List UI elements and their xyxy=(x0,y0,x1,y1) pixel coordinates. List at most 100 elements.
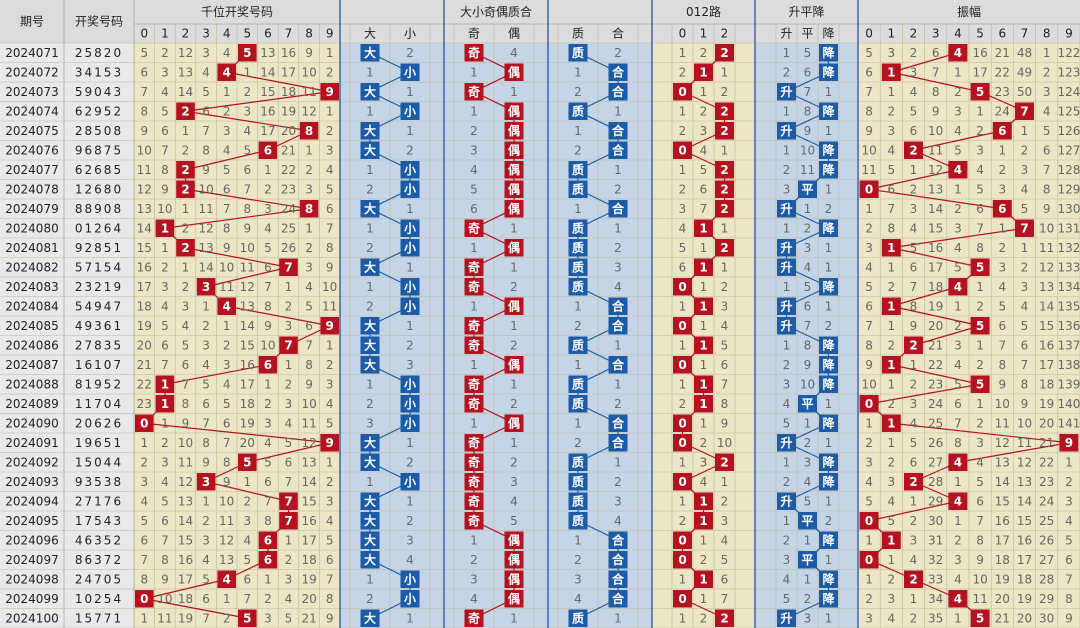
hit-value: 大 xyxy=(364,357,376,372)
omission: 2 xyxy=(574,436,582,450)
omission: 12 xyxy=(1039,260,1054,274)
hit-value: 奇 xyxy=(468,610,480,625)
omission: 1 xyxy=(700,241,708,255)
hit-value: 降 xyxy=(822,474,835,489)
omission: 3 xyxy=(783,553,791,567)
hit-box xyxy=(948,590,968,608)
omission: 10 xyxy=(322,280,337,294)
hit-value: 升 xyxy=(780,318,792,333)
omission: 11 xyxy=(219,514,234,528)
omission: 5 xyxy=(865,494,873,508)
omission: 1 xyxy=(366,377,374,391)
omission: 3 xyxy=(976,143,984,157)
omission: 6 xyxy=(721,358,729,372)
omission: 5 xyxy=(1021,319,1029,333)
omission: 6 xyxy=(1021,338,1029,352)
hit-box xyxy=(798,551,817,569)
hit-box xyxy=(881,239,901,257)
column-label: 合 xyxy=(612,26,624,41)
omission: 28 xyxy=(1039,572,1054,586)
omission: 4 xyxy=(679,221,687,235)
omission: 4 xyxy=(887,611,895,625)
omission: 9 xyxy=(243,221,251,235)
omission: 1 xyxy=(954,514,962,528)
omission: 5 xyxy=(721,338,729,352)
omission: 1 xyxy=(910,358,918,372)
omission: 7 xyxy=(202,611,210,625)
hit-box xyxy=(400,278,420,296)
omission: 1 xyxy=(510,85,518,99)
omission: 6 xyxy=(161,338,169,352)
hit-value: 质 xyxy=(572,337,584,352)
omission: 3 xyxy=(910,397,918,411)
omission: 1 xyxy=(264,377,272,391)
omission: 3 xyxy=(910,65,918,79)
omission: 3 xyxy=(470,572,478,586)
hit-value: 质 xyxy=(572,454,584,469)
hit-box xyxy=(464,473,484,491)
omission: 5 xyxy=(140,46,148,60)
hit-value: 4 xyxy=(223,299,231,313)
hit-value: 降 xyxy=(822,103,835,118)
draw-number: 93538 xyxy=(75,475,123,489)
omission: 12 xyxy=(240,280,255,294)
omission: 1 xyxy=(574,416,582,430)
hit-value: 1 xyxy=(699,221,707,235)
hit-value: 大 xyxy=(364,201,376,216)
hit-value: 0 xyxy=(678,553,686,567)
hit-value: 5 xyxy=(243,455,251,469)
omission: 14 xyxy=(240,319,255,333)
hit-box xyxy=(608,83,628,101)
hit-box xyxy=(777,297,796,315)
omission: 2 xyxy=(510,280,518,294)
omission: 4 xyxy=(1021,182,1029,196)
hit-box xyxy=(673,531,692,549)
hit-box xyxy=(464,219,484,237)
omission: 13 xyxy=(928,182,943,196)
hit-box xyxy=(568,44,588,62)
omission: 7 xyxy=(1021,358,1029,372)
omission: 137 xyxy=(1057,338,1080,352)
hit-box xyxy=(568,239,588,257)
issue: 2024076 xyxy=(5,143,58,157)
omission: 2 xyxy=(182,280,190,294)
hit-link xyxy=(205,481,289,502)
omission: 21 xyxy=(137,358,152,372)
hit-box xyxy=(464,375,484,393)
omission: 5 xyxy=(865,46,873,60)
omission: 3 xyxy=(406,358,414,372)
omission: 2 xyxy=(865,221,873,235)
hit-value: 6 xyxy=(998,124,1006,138)
hit-box xyxy=(694,492,713,510)
omission: 19 xyxy=(178,611,193,625)
hit-value: 1 xyxy=(161,221,169,235)
hit-value: 奇 xyxy=(468,45,480,60)
omission: 1 xyxy=(326,338,334,352)
omission: 131 xyxy=(1057,221,1080,235)
column-label: 奇 xyxy=(468,27,480,41)
omission: 25 xyxy=(1039,514,1054,528)
column-label: 9 xyxy=(1065,27,1073,41)
group-title: 千位开奖号码 xyxy=(201,4,273,19)
omission: 2 xyxy=(140,455,148,469)
omission: 1 xyxy=(679,494,687,508)
omission: 1 xyxy=(825,260,833,274)
omission: 1 xyxy=(700,85,708,99)
omission: 4 xyxy=(470,163,478,177)
hit-box xyxy=(881,414,901,432)
issue: 2024097 xyxy=(5,553,58,567)
hit-link xyxy=(164,208,310,229)
omission: 2 xyxy=(887,338,895,352)
hit-box xyxy=(992,200,1012,218)
hit-link xyxy=(891,364,981,385)
omission: 3 xyxy=(998,260,1006,274)
omission: 9 xyxy=(223,241,231,255)
omission: 2 xyxy=(910,611,918,625)
omission: 34 xyxy=(928,592,943,606)
omission: 3 xyxy=(161,65,169,79)
omission: 11 xyxy=(137,163,152,177)
omission: 1 xyxy=(574,65,582,79)
omission: 9 xyxy=(865,358,873,372)
hit-box xyxy=(819,44,838,62)
omission: 4 xyxy=(910,85,918,99)
